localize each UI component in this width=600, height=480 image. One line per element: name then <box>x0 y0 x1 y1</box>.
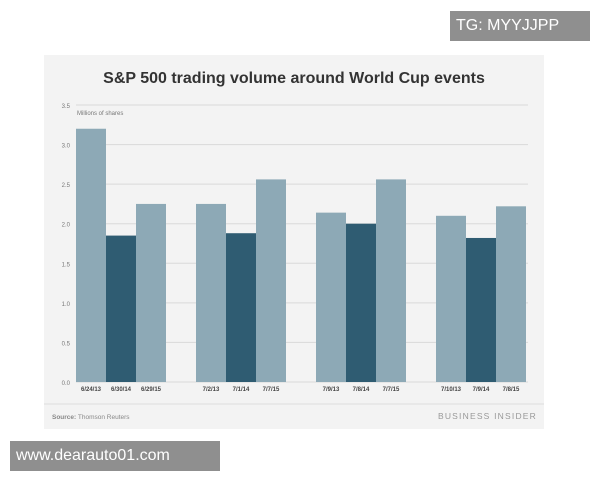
bar <box>436 215 466 382</box>
y-tick-label: 3.5 <box>62 104 71 110</box>
bar <box>76 128 106 382</box>
x-tick-label: 7/2/13 <box>203 387 220 393</box>
watermark-bottom: www.dearauto01.com <box>10 441 220 471</box>
y-tick-label: 0.5 <box>62 341 71 347</box>
bar <box>136 203 166 382</box>
watermark-top: TG: MYYJJPP <box>450 11 590 41</box>
bar <box>466 237 496 382</box>
x-tick-label: 6/24/13 <box>81 387 102 393</box>
x-tick-label: 7/1/14 <box>233 387 250 393</box>
bar <box>376 179 406 382</box>
x-tick-label: 7/10/13 <box>441 387 462 393</box>
x-tick-label: 7/7/15 <box>263 387 280 393</box>
y-tick-label: 0.0 <box>62 381 71 387</box>
x-tick-label: 7/9/14 <box>473 387 490 393</box>
x-tick-label: 7/8/15 <box>503 387 520 393</box>
x-tick-label: 6/29/15 <box>141 387 162 393</box>
chart-title: S&P 500 trading volume around World Cup … <box>103 70 485 87</box>
bar <box>196 203 226 382</box>
x-tick-label: 6/30/14 <box>111 387 132 393</box>
brand-logo: BUSINESS INSIDER <box>438 411 537 421</box>
x-tick-label: 7/9/13 <box>323 387 340 393</box>
bar <box>496 206 526 382</box>
y-tick-label: 2.0 <box>62 223 71 229</box>
source-label: Source: <box>52 414 76 421</box>
y-tick-label: 1.0 <box>62 302 71 308</box>
source-note: Source: Thomson Reuters <box>52 414 130 421</box>
y-axis-label: Millions of shares <box>77 111 123 117</box>
bar <box>106 235 136 382</box>
bar <box>226 233 256 382</box>
bar <box>256 179 286 382</box>
chart-card: S&P 500 trading volume around World Cup … <box>44 55 544 429</box>
bar <box>346 223 376 382</box>
y-tick-label: 3.0 <box>62 144 71 150</box>
chart-svg: S&P 500 trading volume around World Cup … <box>44 70 544 421</box>
x-tick-label: 7/7/15 <box>383 387 400 393</box>
x-tick-label: 7/8/14 <box>353 387 370 393</box>
y-tick-label: 1.5 <box>62 262 71 268</box>
bar <box>316 212 346 382</box>
y-tick-label: 2.5 <box>62 183 71 189</box>
source-text: Thomson Reuters <box>76 414 130 421</box>
